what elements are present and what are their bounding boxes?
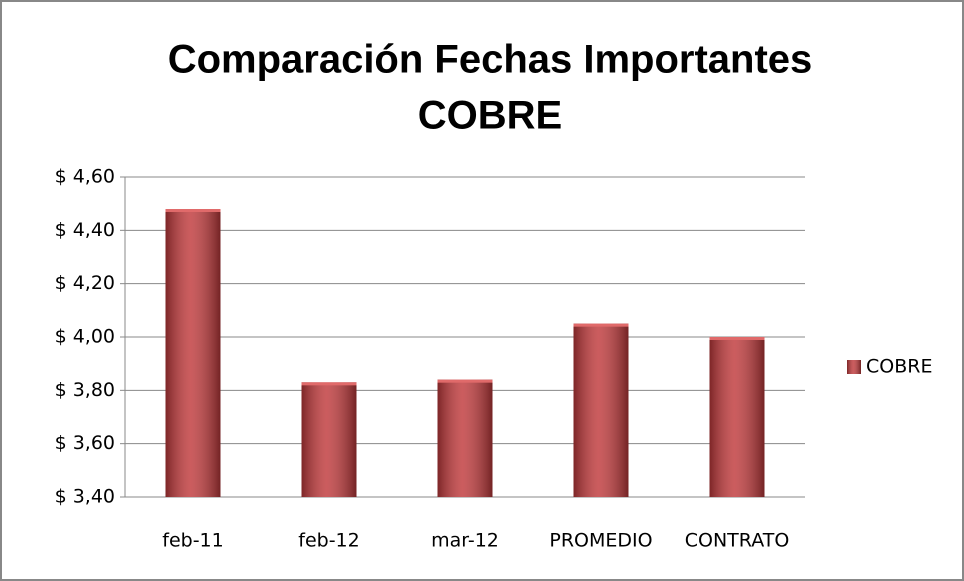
bar-shade bbox=[301, 382, 357, 497]
bar-top bbox=[165, 209, 221, 212]
bar-shade bbox=[709, 337, 765, 497]
legend-swatch-shade bbox=[847, 360, 861, 374]
bar-shade bbox=[573, 323, 629, 497]
x-tick-label: feb-11 bbox=[162, 530, 223, 552]
bar-shade bbox=[165, 209, 221, 497]
y-tick-label: $ 4,00 bbox=[55, 326, 115, 348]
chart-title: COBRE bbox=[418, 94, 562, 138]
y-tick-label: $ 3,60 bbox=[55, 432, 115, 454]
bar-top bbox=[709, 337, 765, 340]
bar-top bbox=[301, 382, 357, 386]
x-tick-label: feb-12 bbox=[298, 530, 359, 552]
y-tick-label: $ 4,60 bbox=[55, 166, 115, 188]
bar-top bbox=[573, 323, 629, 327]
chart-title: Comparación Fechas Importantes bbox=[168, 38, 813, 82]
bar-top bbox=[437, 379, 493, 383]
y-tick-label: $ 3,80 bbox=[55, 379, 115, 401]
x-tick-label: CONTRATO bbox=[685, 530, 790, 552]
x-tick-label: PROMEDIO bbox=[549, 530, 652, 552]
x-tick-label: mar-12 bbox=[431, 530, 499, 552]
y-tick-label: $ 4,20 bbox=[55, 272, 115, 294]
y-tick-label: $ 4,40 bbox=[55, 219, 115, 241]
bar-shade bbox=[437, 379, 493, 497]
legend-label: COBRE bbox=[866, 356, 932, 378]
y-tick-label: $ 3,40 bbox=[55, 486, 115, 508]
